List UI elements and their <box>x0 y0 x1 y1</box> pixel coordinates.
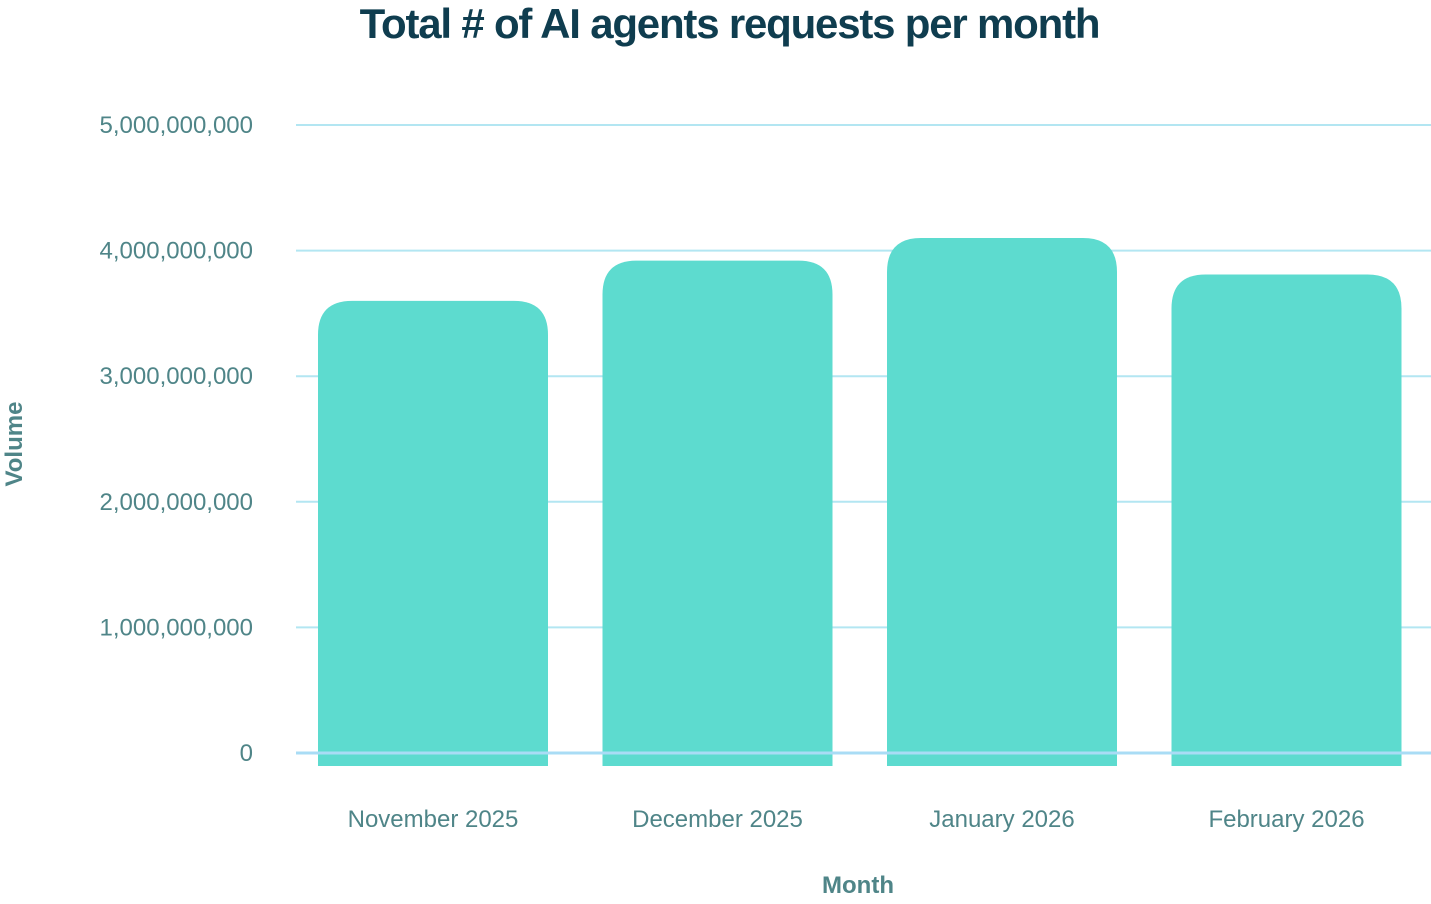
x-tick-label: December 2025 <box>632 806 803 833</box>
y-tick-label: 5,000,000,000 <box>100 112 253 139</box>
y-tick-label: 0 <box>240 740 253 767</box>
bar <box>1171 274 1402 766</box>
y-tick-label: 2,000,000,000 <box>100 489 253 516</box>
y-tick-label: 1,000,000,000 <box>100 614 253 641</box>
x-tick-label: November 2025 <box>348 806 519 833</box>
x-axis-label: Month <box>822 872 894 899</box>
x-tick-label: February 2026 <box>1208 806 1364 833</box>
chart-title: Total # of AI agents requests per month <box>359 0 1101 47</box>
x-axis-ticks: November 2025 December 2025 January 2026 Fe… <box>348 806 1365 833</box>
bar <box>602 260 833 766</box>
bars <box>318 238 1402 767</box>
bar <box>318 300 548 766</box>
y-axis-label: Volume <box>1 402 28 487</box>
y-axis-ticks: 0 1,000,000,000 2,000,000,000 3,000,000,000… <box>100 112 253 767</box>
x-tick-label: January 2026 <box>929 806 1074 833</box>
y-tick-label: 3,000,000,000 <box>100 363 253 390</box>
bar <box>887 238 1117 767</box>
y-tick-label: 4,000,000,000 <box>100 238 253 265</box>
